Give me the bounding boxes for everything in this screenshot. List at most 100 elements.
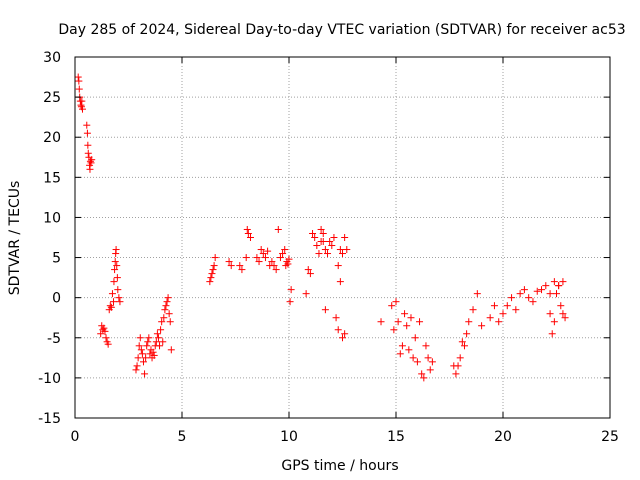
data-point [508, 294, 516, 302]
data-point [84, 141, 92, 149]
data-point [559, 278, 567, 286]
data-point [83, 121, 91, 129]
data-point [141, 370, 149, 378]
data-point [115, 294, 123, 302]
data-point [306, 270, 314, 278]
data-point [341, 234, 349, 241]
data-point [559, 310, 567, 318]
data-point [238, 266, 246, 274]
data-point [236, 262, 244, 270]
data-point [392, 298, 400, 306]
data-point [253, 254, 261, 262]
data-point [75, 77, 83, 85]
y-axis-label: SDTVAR / TECUs [7, 181, 23, 296]
data-point [138, 350, 146, 358]
data-point [132, 366, 140, 374]
data-point [86, 157, 94, 165]
data-point [334, 262, 342, 270]
data-point [311, 234, 319, 241]
data-point [113, 274, 121, 282]
x-tick-label: 5 [178, 429, 187, 445]
y-tick-label: 25 [43, 90, 61, 106]
data-point [244, 229, 252, 237]
data-point [324, 250, 332, 258]
data-point [473, 290, 481, 298]
data-point [512, 306, 520, 314]
data-point [211, 254, 219, 262]
y-tick-label: 0 [52, 291, 61, 307]
data-point [137, 346, 145, 354]
data-point [134, 354, 142, 362]
data-point [416, 318, 424, 326]
data-point [106, 302, 114, 310]
data-point [499, 310, 507, 318]
data-point [555, 282, 563, 290]
data-point [209, 266, 217, 274]
data-point [149, 348, 157, 356]
data-point [227, 262, 235, 270]
data-point [152, 338, 160, 346]
y-tick-label: 5 [52, 251, 61, 267]
data-point [418, 370, 426, 378]
x-tick-label: 0 [71, 429, 80, 445]
data-point [287, 286, 295, 294]
y-tick-label: 10 [43, 210, 61, 226]
data-point [469, 306, 477, 314]
data-point [261, 254, 269, 262]
data-point [161, 306, 169, 314]
data-point [86, 165, 94, 173]
data-point [321, 246, 329, 254]
data-point [550, 318, 558, 326]
x-tick-label: 20 [494, 429, 512, 445]
y-tick-label: 20 [43, 130, 61, 146]
data-point [394, 318, 402, 326]
data-point [330, 234, 338, 241]
data-points [74, 73, 569, 382]
data-point [139, 358, 147, 366]
data-point [136, 334, 144, 342]
data-point [525, 294, 533, 302]
data-point [162, 302, 170, 310]
y-tick-label: -5 [47, 331, 61, 347]
data-point [465, 318, 473, 326]
data-point [101, 327, 109, 335]
data-point [100, 324, 108, 332]
data-point [159, 338, 167, 346]
data-point [533, 287, 541, 295]
data-point [553, 290, 560, 298]
data-point [309, 229, 317, 237]
data-point [478, 322, 486, 330]
data-point [142, 354, 150, 362]
data-point [411, 334, 419, 342]
data-point [111, 258, 119, 266]
data-point [405, 346, 413, 354]
data-point [268, 258, 276, 266]
data-point [286, 298, 294, 306]
data-point [243, 225, 251, 233]
data-point [104, 340, 112, 348]
data-point [157, 326, 165, 334]
y-tick-label: 15 [43, 170, 61, 186]
data-point [264, 247, 272, 255]
data-point [135, 342, 143, 350]
data-point [328, 242, 336, 250]
x-tick-label: 10 [280, 429, 298, 445]
data-point [87, 159, 95, 167]
data-point [529, 298, 537, 306]
data-point [321, 306, 329, 314]
data-point [557, 302, 565, 310]
data-point [343, 246, 351, 254]
data-point [420, 374, 428, 382]
data-point [107, 303, 115, 311]
y-tick-label: -15 [38, 411, 61, 427]
data-point [74, 73, 82, 81]
data-point [339, 334, 346, 342]
data-point [285, 255, 293, 263]
data-point [165, 310, 173, 318]
data-point [97, 330, 105, 338]
data-point [272, 266, 280, 274]
data-point [166, 318, 174, 326]
data-point [145, 334, 153, 342]
data-point [255, 258, 263, 266]
data-point [84, 149, 92, 157]
